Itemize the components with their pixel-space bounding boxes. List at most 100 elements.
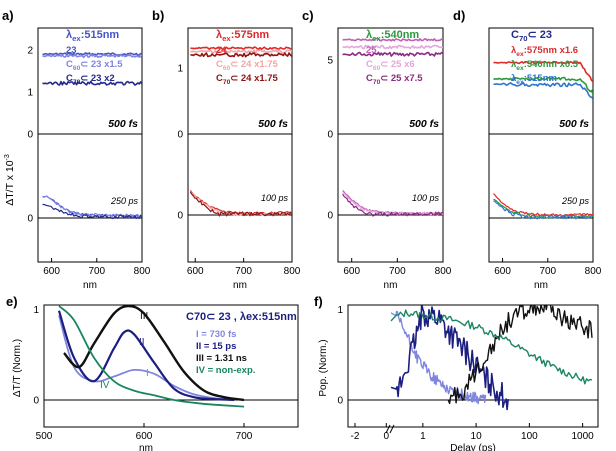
axis-break	[385, 424, 391, 434]
y-tick-label: 0	[327, 211, 333, 222]
x-tick-label: 700	[389, 266, 406, 277]
y-tick-label: 5	[327, 56, 333, 67]
spectrum-line-late	[493, 200, 593, 220]
spectrum-line-500fs	[342, 44, 443, 50]
legend-entry: IV = non-exp.	[196, 365, 255, 376]
y-axis-label: Pop. (Norm.)	[318, 339, 329, 396]
population-trace-II	[390, 305, 509, 411]
panel-label: b)	[152, 8, 164, 23]
x-tick-label: 700	[88, 266, 105, 277]
legend-entry: C60⊂ 24 x1.75	[216, 59, 279, 72]
panel-frame	[337, 27, 444, 263]
x-tick-label: 1	[420, 431, 426, 442]
x-axis-label: nm	[384, 280, 398, 291]
legend-entry: C70⊂ 23	[511, 29, 552, 43]
x-tick-label: 700	[539, 266, 556, 277]
spectrum-line-500fs	[42, 80, 142, 86]
x-tick-label: 600	[494, 266, 511, 277]
x-tick-label: 800	[585, 266, 602, 277]
delay-label: 250 ps	[561, 196, 590, 206]
y-tick-label: 0	[337, 396, 343, 407]
x-tick-label: 600	[43, 266, 60, 277]
legend-entry: C60⊂ 23 x1.5	[66, 59, 123, 72]
y-tick-label: 0	[177, 211, 183, 222]
spectrum-line-500fs	[190, 52, 292, 58]
x-tick-label: 700	[236, 431, 253, 442]
x-tick-label: 1000	[571, 431, 594, 442]
panel-frame	[187, 27, 293, 263]
y-tick-label: 1	[337, 305, 343, 316]
axis-break	[389, 424, 395, 434]
legend-entry: 23	[66, 45, 77, 56]
x-tick-label: -2	[351, 431, 360, 442]
y-axis-label: ΔT/T (Norm.)	[12, 339, 23, 397]
legend-entry: 24	[216, 45, 227, 56]
legend-entry: I = 730 fs	[196, 329, 236, 340]
y-tick-label: 2	[27, 46, 33, 57]
legend-entry: λex:540nm	[366, 29, 419, 43]
legend-entry: II = 15 ps	[196, 341, 236, 352]
population-trace-III	[447, 305, 593, 405]
panel-label: e)	[6, 294, 18, 309]
spectrum-line-late	[189, 191, 292, 217]
legend-entry: 25	[366, 45, 377, 56]
x-axis-label: nm	[83, 280, 97, 291]
population-trace-I	[390, 310, 487, 405]
x-tick-label: 800	[284, 266, 301, 277]
spectrum-line-500fs	[493, 81, 593, 100]
spectrum-line-late	[42, 203, 142, 220]
component-label: II	[139, 337, 145, 348]
y-tick-label: 0	[177, 130, 183, 141]
x-tick-label: 600	[187, 266, 204, 277]
spectrum-line-500fs	[342, 51, 443, 57]
panel-title: C70⊂ 23 , λex:515nm	[186, 311, 297, 323]
legend-entry: λex:575nm	[216, 29, 269, 43]
y-tick-label: 0	[33, 396, 39, 407]
panel-label: c)	[302, 8, 314, 23]
x-axis-label: nm	[233, 280, 247, 291]
component-spectrum-IV	[58, 305, 245, 408]
y-tick-label: 0	[327, 130, 333, 141]
component-spectrum-I	[58, 315, 235, 401]
panel-frame	[43, 304, 299, 428]
component-label: III	[140, 311, 148, 322]
legend-entry: C70⊂ 24 x1.75	[216, 73, 279, 86]
y-tick-label: 1	[27, 88, 33, 99]
spectrum-line-500fs	[493, 60, 593, 83]
x-tick-label: 600	[136, 431, 153, 442]
spectrum-line-500fs	[493, 76, 593, 95]
component-spectrum-III	[63, 305, 245, 402]
x-tick-label: 500	[36, 431, 53, 442]
x-tick-label: 600	[343, 266, 360, 277]
legend-entry: λex:515nm	[511, 73, 557, 86]
spectrum-line-500fs	[342, 37, 443, 42]
y-tick-label: 0	[27, 130, 33, 141]
legend-entry: C60⊂ 25 x6	[366, 59, 415, 72]
spectrum-line-500fs	[42, 53, 142, 59]
legend-entry: III = 1.31 ns	[196, 353, 247, 364]
x-tick-label: 0	[384, 431, 390, 442]
spectrum-line-late	[42, 195, 142, 218]
x-axis-label: nm	[534, 280, 548, 291]
panels: a) 600 700 800 nm 0 1 2 0 500 fs 250 ps λex:515nm 23…	[2, 8, 602, 451]
component-label: IV	[100, 380, 110, 391]
legend-entry: λex:575nm x1.6	[511, 45, 578, 58]
y-axis-label: ΔT/T x 10-3	[4, 154, 16, 206]
x-tick-label: 800	[435, 266, 452, 277]
delay-label: 250 ps	[110, 196, 139, 206]
panel-label: a)	[2, 8, 14, 23]
x-axis-label: Delay (ps)	[450, 443, 496, 451]
delay-label: 100 ps	[261, 193, 289, 203]
delay-label: 500 fs	[559, 118, 589, 130]
x-tick-label: 700	[235, 266, 252, 277]
component-spectrum-II	[57, 310, 235, 402]
panel-label: f)	[314, 294, 323, 309]
delay-label: 100 ps	[412, 193, 440, 203]
component-label: I	[146, 368, 149, 379]
legend-entry: C70⊂ 25 x7.5	[366, 73, 423, 86]
legend-entry: λex:515nm	[66, 29, 119, 43]
panel-frame	[37, 27, 143, 263]
x-tick-label: 100	[521, 431, 538, 442]
delay-label: 500 fs	[108, 118, 138, 130]
